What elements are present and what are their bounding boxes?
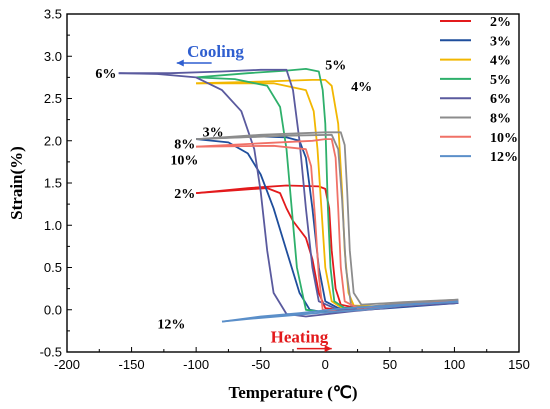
series-12pct-heating-line	[221, 301, 459, 323]
legend-item: 3%	[440, 34, 511, 49]
x-tick-label: 0	[322, 357, 329, 372]
x-axis-title: Temperature (℃)	[228, 383, 357, 402]
cooling-arrow-icon	[176, 59, 212, 67]
y-tick-label: 0.5	[44, 260, 62, 275]
legend: 2% 3% 4% 5% 6% 8% 10% 12%	[440, 15, 518, 165]
curve-annotation: 6%	[95, 67, 116, 82]
legend-item: 10%	[440, 131, 518, 146]
heating-arrow-icon	[296, 345, 332, 353]
x-tick-label: 100	[444, 357, 466, 372]
curve-annotation: 12%	[157, 317, 185, 332]
y-tick-label: 2.5	[44, 91, 62, 106]
y-axis-title: Strain(%)	[7, 146, 26, 220]
curve-annotation: 4%	[351, 80, 372, 95]
series-6pct-heating-line	[118, 68, 459, 311]
legend-item: 5%	[440, 73, 511, 88]
y-tick-label: 1.0	[44, 218, 62, 233]
curve-annotation: 2%	[174, 187, 195, 202]
legend-label: 10%	[490, 131, 518, 146]
axis-ticks: -200 -150 -100 -50 0 50 100 150 -0.5 0.0 0.5 1.0 1.5…	[40, 7, 530, 373]
x-tick-label: -100	[183, 357, 209, 372]
y-tick-label: 3.5	[44, 7, 62, 22]
heating-label: Heating	[271, 328, 329, 347]
x-tick-label: -150	[119, 357, 145, 372]
legend-item: 4%	[440, 54, 511, 69]
y-tick-label: 1.5	[44, 176, 62, 191]
legend-item: 2%	[440, 15, 511, 30]
x-tick-label: 150	[508, 357, 530, 372]
x-tick-label: 50	[383, 357, 397, 372]
curve-annotation: 8%	[174, 137, 195, 152]
legend-label: 8%	[490, 112, 511, 127]
y-tick-label: 0.0	[44, 302, 62, 317]
legend-label: 6%	[490, 92, 511, 107]
series-8pct-heating-line	[196, 131, 459, 306]
cooling-label: Cooling	[187, 42, 244, 61]
legend-item: 6%	[440, 92, 511, 107]
y-tick-label: -0.5	[40, 345, 62, 360]
legend-label: 5%	[490, 73, 511, 88]
series-lines	[118, 68, 459, 323]
annotations: Cooling Heating 6% 5% 4% 3% 8%10% 2% 12%	[95, 42, 372, 347]
legend-label: 2%	[490, 15, 511, 30]
legend-label: 3%	[490, 34, 511, 49]
direction-arrows	[176, 59, 332, 353]
y-tick-label: 2.0	[44, 133, 62, 148]
x-tick-label: -50	[251, 357, 270, 372]
series-6pct-cooling-line	[118, 72, 459, 318]
curve-annotation: 10%	[170, 153, 198, 168]
curve-annotation: 5%	[325, 59, 346, 74]
legend-item: 12%	[440, 150, 518, 165]
curve-annotation: 3%	[203, 125, 224, 140]
y-tick-label: 3.0	[44, 49, 62, 64]
legend-label: 4%	[490, 54, 511, 69]
legend-label: 12%	[490, 150, 518, 165]
legend-item: 8%	[440, 112, 511, 127]
x-tick-label: -200	[54, 357, 80, 372]
